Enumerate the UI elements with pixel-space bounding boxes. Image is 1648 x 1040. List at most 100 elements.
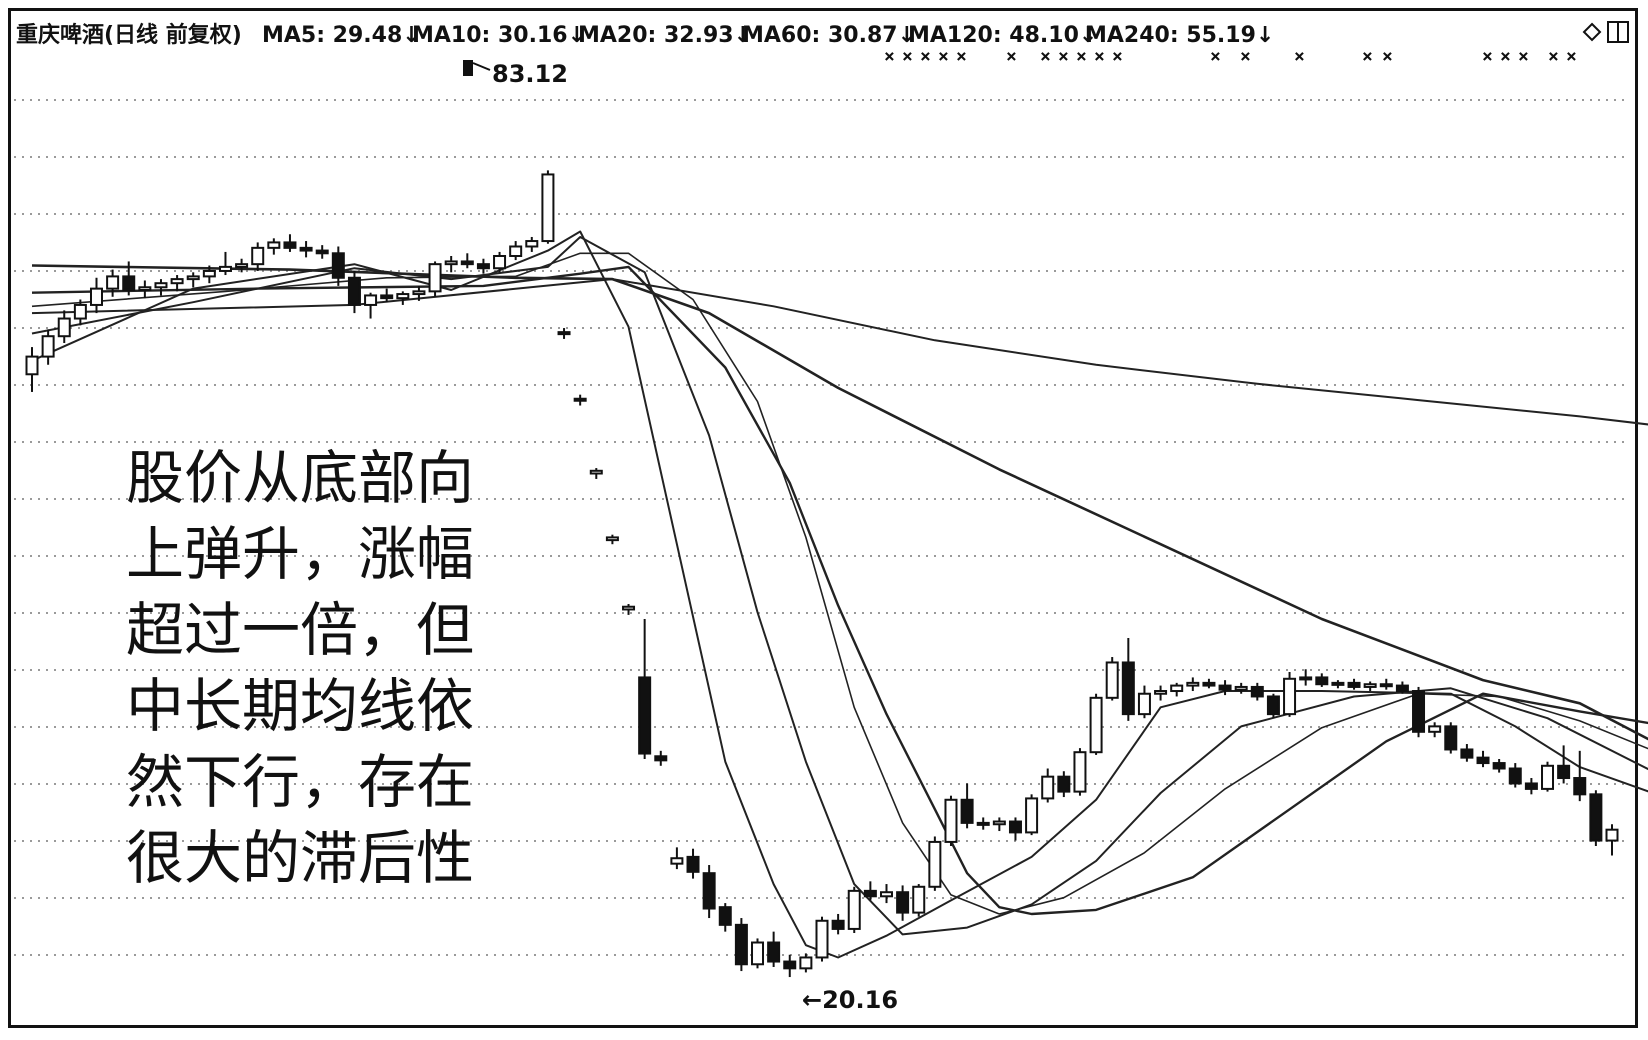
candle [1154, 685, 1168, 701]
ma-line-ma20 [31, 252, 1648, 915]
ma-line-ma240 [31, 278, 1648, 426]
candle [1541, 761, 1555, 792]
candle-body-up [1041, 775, 1055, 800]
toolbar-icons [1582, 21, 1629, 43]
candle-body-up [944, 798, 958, 843]
candle-body-up [1137, 692, 1151, 716]
candle [751, 938, 765, 969]
signal-marker: × [920, 46, 931, 67]
candle-body-up [444, 260, 458, 266]
candle [251, 242, 265, 271]
candle [1089, 693, 1103, 755]
candle [879, 884, 893, 904]
candle [380, 288, 394, 303]
candle-body-down [1460, 748, 1474, 759]
candle-body-up [251, 246, 265, 266]
signal-marker: × [1240, 46, 1251, 67]
max-flag-icon [463, 60, 473, 76]
candle-body-up [670, 857, 684, 865]
candle [202, 265, 216, 284]
candle-body-down [1008, 820, 1022, 834]
candle [1057, 771, 1071, 798]
candle [412, 285, 426, 301]
candle-body-up [41, 335, 55, 358]
candle-body-down [734, 923, 748, 966]
annotation-line-5: 然下行，存在 [126, 748, 474, 816]
candle [1524, 778, 1538, 795]
candle-body-up [557, 331, 571, 336]
candle [1250, 682, 1264, 701]
signal-marker: × [1112, 46, 1123, 67]
candle-body-up [1283, 677, 1297, 716]
candle [670, 847, 684, 870]
candle-body-down [767, 941, 781, 963]
candle [122, 261, 136, 296]
candle [1186, 677, 1200, 692]
candle-body-up [751, 941, 765, 966]
signal-marker: × [902, 46, 913, 67]
candle [1589, 790, 1603, 846]
candle-body-up [815, 919, 829, 959]
candle [89, 277, 103, 314]
candle [154, 279, 168, 296]
candle [218, 251, 232, 276]
candle-body-down [331, 252, 345, 279]
candle-body-up [138, 286, 152, 291]
candle [605, 534, 619, 545]
candle-body-down [1379, 683, 1393, 688]
candle-body-up [1105, 661, 1119, 699]
candle-body-down [1315, 676, 1329, 686]
candle [863, 881, 877, 901]
signal-marker: × [1094, 46, 1105, 67]
signal-marker: × [1076, 46, 1087, 67]
candle [186, 272, 200, 288]
candle-body-down [1202, 681, 1216, 687]
candle-body-down [831, 919, 845, 930]
candle-body-up [573, 397, 587, 402]
signal-marker: × [1382, 46, 1393, 67]
candle-body-up [879, 891, 893, 898]
candle [41, 329, 55, 365]
candle [283, 234, 297, 252]
candle [1283, 671, 1297, 717]
candle [347, 270, 361, 314]
candle [1025, 794, 1039, 836]
candle [1266, 693, 1280, 719]
signal-marker: × [1566, 46, 1577, 67]
candle-body-up [1428, 725, 1442, 733]
candle-body-down [1057, 775, 1071, 793]
candle-body-up [57, 317, 71, 338]
legend-item-ma5: MA5: 29.48↓ [262, 23, 421, 48]
signal-marker: × [938, 46, 949, 67]
candle [783, 954, 797, 978]
candle [654, 750, 668, 766]
candle-body-down [1412, 690, 1426, 733]
candle [944, 795, 958, 846]
candle-body-up [509, 245, 523, 258]
candle-body-down [718, 906, 732, 926]
candle [73, 299, 87, 326]
candle [912, 884, 926, 917]
candle-body-down [476, 263, 490, 270]
candle [541, 170, 555, 244]
candle-body-down [347, 276, 361, 306]
candle-body-down [638, 676, 652, 755]
candle-body-down [315, 249, 329, 255]
candle-body-up [493, 255, 507, 270]
candle [638, 618, 652, 759]
chart-title: 重庆啤酒(日线 前复权) [16, 22, 242, 48]
candle [928, 836, 942, 891]
candle-body-up [106, 275, 120, 290]
candle [992, 817, 1006, 832]
candle-body-up [73, 303, 87, 320]
signal-marker: × [1500, 46, 1511, 67]
candle-body-down [380, 294, 394, 300]
candle [1428, 722, 1442, 738]
legend-item-ma20: MA20: 32.93↓ [578, 23, 752, 48]
legend-item-ma10: MA10: 30.16↓ [412, 23, 586, 48]
diamond-icon[interactable] [1582, 22, 1602, 42]
candles [25, 170, 1619, 978]
candle [686, 848, 700, 879]
candle [1573, 750, 1587, 802]
candle [1492, 758, 1506, 773]
